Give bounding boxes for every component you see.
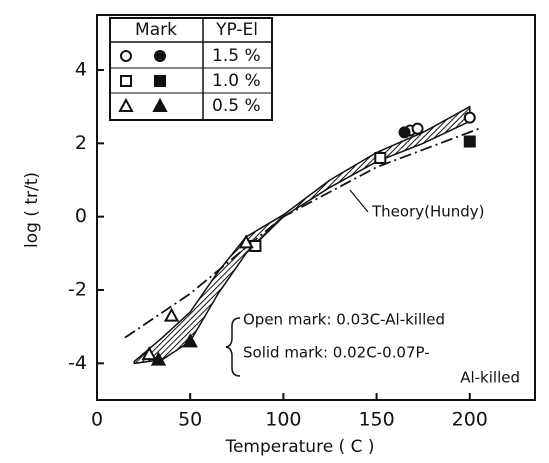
legend-header: Mark: [135, 20, 177, 40]
data-point: [374, 152, 387, 164]
leader-line: [349, 189, 369, 213]
annotation: Open mark: 0.03C-Al-killed: [243, 311, 445, 329]
legend-box: [109, 17, 273, 121]
data-point: [182, 333, 198, 348]
data-point: [163, 307, 180, 322]
legend-marker: [118, 97, 134, 112]
x-tick-label: 150: [358, 409, 394, 431]
x-tick-label: 50: [178, 409, 202, 431]
theory-line: [124, 127, 480, 339]
legend-label: 0.5 %: [212, 96, 261, 116]
y-tick-label: 2: [75, 132, 87, 154]
data-point: [398, 126, 411, 139]
brace: [225, 317, 241, 377]
y-tick-label: 4: [75, 59, 87, 81]
data-point: [463, 135, 476, 148]
y-tick-label: 0: [75, 205, 87, 227]
line-label: Theory(Hundy): [371, 203, 485, 221]
plot-frame: [96, 14, 536, 401]
y-tick-label: -2: [68, 279, 87, 301]
data-point: [150, 351, 167, 366]
legend-marker: [120, 50, 132, 62]
legend-marker: [154, 50, 166, 62]
data-point: [238, 234, 254, 249]
annotation: Al-killed: [460, 369, 520, 387]
y-axis-label: log ( tr/t): [22, 172, 42, 248]
legend-marker: [154, 75, 166, 87]
legend-label: 1.5 %: [212, 46, 261, 66]
legend-header: YP-El: [215, 20, 258, 40]
x-tick-label: 0: [91, 409, 103, 431]
x-axis-label: Temperature ( C ): [224, 437, 374, 457]
y-tick-label: -4: [68, 352, 87, 374]
legend-marker: [152, 97, 168, 112]
legend: Mark YP-El: [109, 17, 273, 121]
data-point: [141, 346, 157, 361]
x-tick-label: 100: [265, 409, 301, 431]
data-point: [411, 122, 424, 135]
legend-marker: [120, 75, 132, 87]
annotation: Solid mark: 0.02C-0.07P-: [243, 344, 430, 362]
data-point: [463, 111, 476, 124]
legend-label: 1.0 %: [212, 71, 261, 91]
x-tick-label: 200: [452, 409, 488, 431]
